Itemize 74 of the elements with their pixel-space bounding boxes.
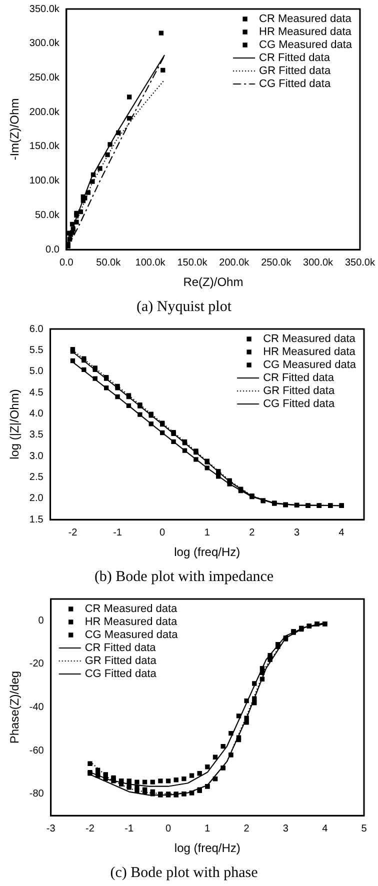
legend-label: CR Measured data xyxy=(84,603,178,616)
y-tick-label: 1.5 xyxy=(29,514,44,526)
legend-label: CG Fitted data xyxy=(259,78,332,90)
y-tick-label: 2.5 xyxy=(29,472,44,483)
y-tick-label: 200.0k xyxy=(29,106,60,118)
x-tick-label: 350.0k xyxy=(344,257,376,268)
x-axis-title: Re(Z)/Ohm xyxy=(183,275,244,290)
legend-label: HR Measured data xyxy=(263,346,356,358)
x-tick-label: 0 xyxy=(160,527,166,538)
x-tick-label: 5 xyxy=(361,823,368,834)
y-tick-label: 3.0 xyxy=(29,450,44,462)
y-tick-label: 5.5 xyxy=(29,344,44,356)
x-tick-label: -3 xyxy=(46,823,56,834)
x-tick-label: -1 xyxy=(113,527,122,538)
y-tick-label: -20 xyxy=(29,658,44,670)
x-tick-label: 4 xyxy=(322,823,328,834)
x-axis-title: log (freq/Hz) xyxy=(174,545,240,560)
legend-label: CR Measured data xyxy=(259,13,352,26)
x-tick-label: 250.0k xyxy=(261,257,292,268)
y-tick-label: 0.0 xyxy=(46,244,60,256)
x-tick-label: 3 xyxy=(282,823,289,834)
y-tick-label: 2.0 xyxy=(29,493,44,504)
y-tick-label: 0 xyxy=(38,615,44,626)
legend-label: CG Measured data xyxy=(84,629,179,642)
legend-label: CG Fitted data xyxy=(263,398,336,410)
y-tick-label: 4.5 xyxy=(29,387,44,398)
x-axis-title: log (freq/Hz) xyxy=(174,841,240,856)
legend-label: CG Measured data xyxy=(259,39,353,52)
text: (a) Nyquist plot xyxy=(136,298,232,315)
text: (b) Bode plot with impedance xyxy=(94,568,274,585)
x-tick-label: 200.0k xyxy=(219,257,250,268)
legend-label: CR Fitted data xyxy=(263,372,335,384)
x-tick-label: 0.0 xyxy=(59,257,74,268)
x-tick-label: -2 xyxy=(86,823,95,834)
x-tick-label: 50.0k xyxy=(96,257,122,268)
y-tick-label: 5.0 xyxy=(29,366,44,378)
x-tick-label: 4 xyxy=(338,527,345,538)
x-tick-label: -2 xyxy=(68,527,78,538)
y-axis-title: Phase(Z)/deg xyxy=(8,670,22,744)
text: (c) Bode plot with phase xyxy=(110,864,258,881)
legend-label: HR Measured data xyxy=(259,26,352,38)
legend-label: GR Fitted data xyxy=(263,385,336,398)
x-tick-label: 300.0k xyxy=(303,257,334,268)
x-tick-label: 2 xyxy=(244,823,250,834)
y-tick-label: 350.0k xyxy=(29,4,60,15)
legend-label: CG Fitted data xyxy=(84,668,158,680)
x-tick-label: 1 xyxy=(204,527,210,538)
x-tick-label: -1 xyxy=(124,823,134,834)
legend-label: CG Measured data xyxy=(263,359,357,372)
x-tick-label: 3 xyxy=(294,527,300,538)
legend-label: CR Measured data xyxy=(263,333,356,346)
y-tick-label: 250.0k xyxy=(29,72,60,84)
y-tick-label: -60 xyxy=(29,745,44,756)
legend-label: GR Fitted data xyxy=(84,655,158,668)
y-axis-title: -Im(Z)/Ohm xyxy=(8,98,22,160)
y-tick-label: 100.0k xyxy=(29,176,60,187)
y-axis-title: log (|Z|/Ohm) xyxy=(8,389,22,460)
legend-label: HR Measured data xyxy=(84,616,178,628)
y-tick-label: -40 xyxy=(29,702,44,714)
y-tick-label: 300.0k xyxy=(29,38,60,50)
legend-label: CR Fitted data xyxy=(259,52,331,64)
y-tick-label: 50.0k xyxy=(34,210,60,221)
x-tick-label: 150.0k xyxy=(177,257,208,268)
x-tick-label: 2 xyxy=(249,527,256,538)
y-tick-label: 3.5 xyxy=(29,430,44,441)
legend-label: GR Fitted data xyxy=(259,65,332,78)
y-tick-label: -80 xyxy=(29,788,44,800)
y-tick-label: 4.0 xyxy=(29,408,44,420)
x-tick-label: 100.0k xyxy=(135,257,166,268)
y-tick-label: 6.0 xyxy=(29,324,44,335)
y-tick-label: 150.0k xyxy=(29,141,60,152)
x-tick-label: 0 xyxy=(166,823,172,834)
legend-label: CR Fitted data xyxy=(84,642,157,654)
x-tick-label: 1 xyxy=(204,823,211,834)
